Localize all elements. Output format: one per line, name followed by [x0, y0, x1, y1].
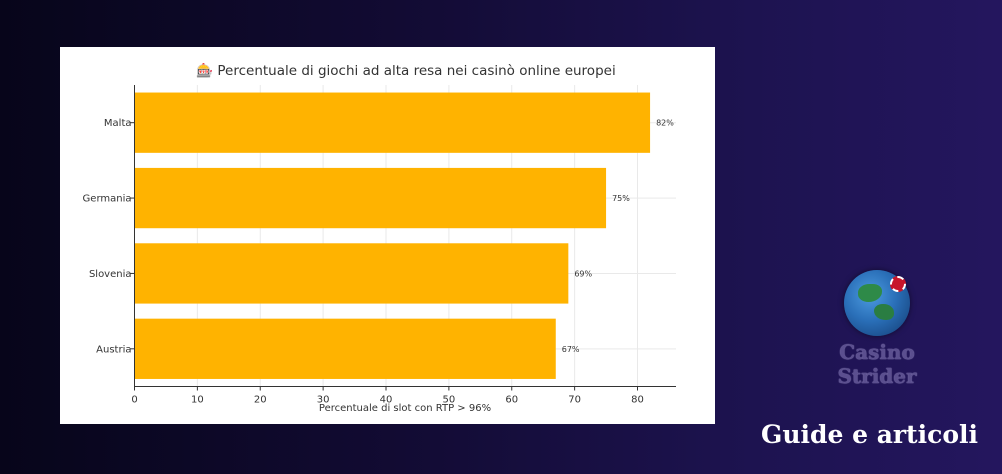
x-tick-label: 0	[131, 395, 137, 406]
x-tick-label: 70	[568, 395, 581, 406]
bar-chart: 🎰 Percentuale di giochi ad alta resa nei…	[83, 62, 676, 414]
x-tick-label: 80	[631, 395, 644, 406]
bars: 82% 75% 69% 67%	[134, 92, 674, 379]
x-ticks: 0 10 20 30 40 50 60 70 80	[131, 386, 644, 406]
caption-text: Guide e articoli	[760, 420, 978, 449]
data-label-malta: 82%	[656, 119, 674, 128]
y-tick-label-austria: Austria	[96, 344, 131, 355]
brand-line-2: Strider	[837, 364, 917, 388]
bar-germania	[134, 167, 607, 229]
x-axis-label: Percentuale di slot con RTP > 96%	[319, 403, 491, 414]
globe-casino-chip-icon	[844, 270, 910, 336]
data-label-slovenia: 69%	[574, 269, 592, 278]
data-label-austria: 67%	[562, 345, 580, 354]
x-tick-label: 60	[505, 395, 518, 406]
chart-card: 🎰 Percentuale di giochi ad alta resa nei…	[60, 47, 715, 424]
bar-slovenia	[134, 243, 569, 304]
x-tick-label: 30	[317, 395, 330, 406]
x-tick-label: 50	[443, 395, 456, 406]
data-label-germania: 75%	[612, 194, 630, 203]
bar-austria	[134, 318, 556, 379]
bar-malta	[134, 92, 651, 153]
y-tick-label-malta: Malta	[104, 118, 132, 129]
y-tick-label-germania: Germania	[83, 194, 132, 205]
y-tick-label-slovenia: Slovenia	[89, 269, 132, 280]
x-tick-label: 20	[254, 395, 267, 406]
x-tick-label: 40	[380, 395, 393, 406]
brand-logo[interactable]: Casino Strider	[812, 270, 942, 388]
x-tick-label: 10	[191, 395, 204, 406]
brand-line-1: Casino	[839, 340, 915, 364]
brand-name: Casino Strider	[812, 340, 942, 388]
y-tick-labels: Malta Germania Slovenia Austria	[83, 118, 135, 355]
chart-title: 🎰 Percentuale di giochi ad alta resa nei…	[196, 62, 615, 79]
